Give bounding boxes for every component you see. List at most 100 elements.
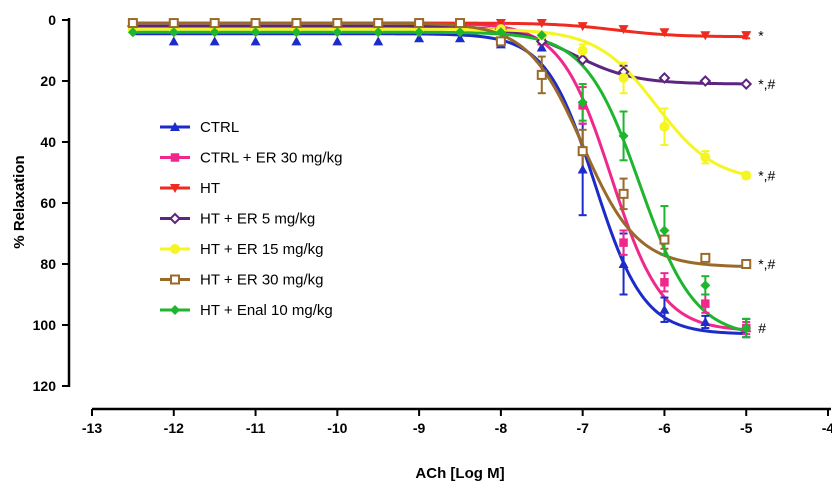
data-point xyxy=(741,323,752,334)
data-point xyxy=(536,30,547,41)
data-point xyxy=(618,130,629,141)
legend-label: CTRL xyxy=(200,119,239,136)
annotation-label: *,# xyxy=(758,168,775,184)
data-point xyxy=(618,72,629,83)
fit-curves xyxy=(132,21,747,336)
data-point xyxy=(577,45,588,56)
data-point xyxy=(619,238,628,247)
data-point xyxy=(495,27,506,38)
legend-label: CTRL + ER 30 mg/kg xyxy=(200,150,342,167)
data-point xyxy=(700,31,711,41)
x-axis-title: ACh [Log M] xyxy=(415,465,504,481)
fit-curve-3 xyxy=(132,24,747,86)
data-point xyxy=(618,25,629,35)
data-point xyxy=(699,75,712,87)
data-point xyxy=(332,27,343,38)
data-point xyxy=(332,18,343,29)
data-point xyxy=(618,259,629,268)
x-tick-label: -13 xyxy=(82,420,102,436)
data-point xyxy=(414,18,425,29)
y-tick-label: 0 xyxy=(48,12,56,28)
data-point xyxy=(659,121,670,132)
data-point xyxy=(455,27,465,38)
y-tick-label: 80 xyxy=(40,256,56,272)
data-point xyxy=(127,27,138,38)
legend-marker xyxy=(170,153,180,162)
x-tick-label: -11 xyxy=(246,420,266,436)
legend: CTRL CTRL + ER 30 mg/kg HT HT + ER 5 mg/kg H… xyxy=(160,119,342,319)
legend-label: HT + ER 15 mg/kg xyxy=(200,241,324,258)
legend-marker xyxy=(169,212,181,225)
legend-label: HT + ER 5 mg/kg xyxy=(200,211,315,228)
axes: 0 20 40 60 80 100 120 -13 -12 -11 -10 -9 -8 -7 -6 -5 -4 xyxy=(33,12,832,436)
data-point xyxy=(577,22,588,32)
legend-marker xyxy=(170,244,180,254)
data-point xyxy=(700,316,711,326)
fit-curve-0 xyxy=(132,32,747,336)
legend-label: HT + ER 30 mg/kg xyxy=(200,272,324,289)
y-tick-label: 100 xyxy=(33,317,57,333)
data-point xyxy=(168,27,179,38)
data-point xyxy=(455,33,465,43)
data-point xyxy=(536,19,547,29)
data-point xyxy=(250,18,261,29)
data-point xyxy=(658,72,671,84)
fit-curve-5 xyxy=(132,21,747,268)
significance-annotations: * *,# *,# *,# # xyxy=(758,27,775,336)
data-point xyxy=(700,280,711,291)
annotation-label: * xyxy=(758,27,764,43)
x-tick-label: -12 xyxy=(164,420,184,436)
data-point xyxy=(373,36,384,46)
data-point xyxy=(741,259,752,269)
x-tick-label: -9 xyxy=(413,420,426,436)
data-point xyxy=(577,97,588,108)
data-point xyxy=(577,146,588,157)
y-tick-label: 60 xyxy=(40,195,56,211)
annotation-label: # xyxy=(758,320,766,336)
annotation-label: *,# xyxy=(758,76,775,92)
data-point xyxy=(291,36,302,46)
data-point xyxy=(740,78,753,90)
data-point xyxy=(577,164,588,174)
data-point xyxy=(700,152,711,163)
x-tick-label: -10 xyxy=(327,420,347,436)
data-point xyxy=(332,36,343,46)
legend-marker xyxy=(170,274,180,285)
data-point xyxy=(659,304,670,314)
data-point xyxy=(455,18,465,29)
x-tick-label: -4 xyxy=(822,420,832,436)
data-point xyxy=(741,170,752,181)
legend-label: HT + Enal 10 mg/kg xyxy=(200,302,333,319)
fit-curve-4 xyxy=(132,27,747,177)
data-point xyxy=(373,27,384,38)
data-point xyxy=(373,18,384,29)
data-point xyxy=(495,36,506,47)
data-markers xyxy=(126,18,753,334)
annotation-label: *,# xyxy=(758,256,775,272)
data-point xyxy=(250,36,261,46)
data-point xyxy=(741,31,752,41)
data-point xyxy=(291,18,302,29)
data-point xyxy=(209,18,220,29)
data-point xyxy=(414,27,425,38)
data-point xyxy=(168,18,179,29)
data-point xyxy=(209,27,220,38)
data-point xyxy=(414,33,425,43)
x-tick-label: -8 xyxy=(495,420,508,436)
y-tick-label: 20 xyxy=(40,73,56,89)
x-tick-label: -6 xyxy=(658,420,671,436)
data-point xyxy=(660,278,669,287)
data-point xyxy=(700,252,711,263)
data-point xyxy=(659,28,670,38)
data-point xyxy=(576,53,589,66)
legend-label: HT xyxy=(200,180,220,197)
data-point xyxy=(701,299,710,308)
data-point xyxy=(127,18,138,29)
data-point xyxy=(618,188,629,199)
legend-marker xyxy=(170,305,180,315)
data-point xyxy=(536,69,547,80)
data-point xyxy=(659,234,670,245)
x-tick-label: -7 xyxy=(576,420,589,436)
x-tick-label: -5 xyxy=(740,420,753,436)
